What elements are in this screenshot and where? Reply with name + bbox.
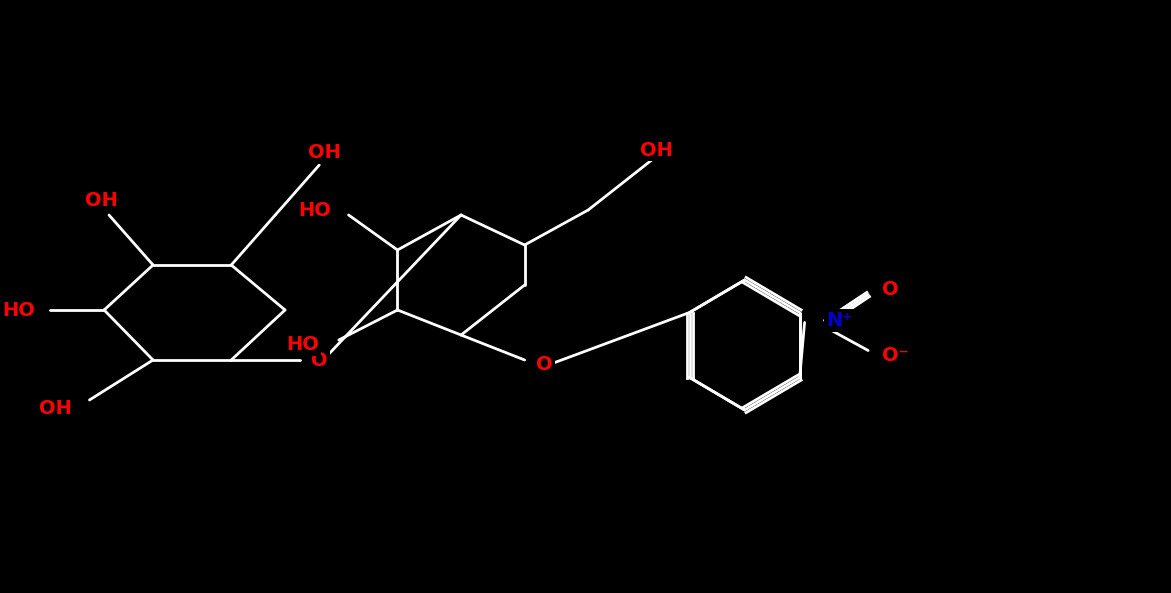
Text: O: O — [882, 280, 898, 299]
Text: HO: HO — [287, 336, 320, 355]
Text: O: O — [311, 350, 328, 369]
Text: HO: HO — [2, 301, 35, 320]
Text: O: O — [536, 355, 553, 375]
Text: HO: HO — [299, 200, 331, 219]
Text: OH: OH — [641, 141, 673, 160]
Text: OH: OH — [84, 192, 117, 211]
Text: O⁻: O⁻ — [882, 346, 909, 365]
Text: OH: OH — [39, 398, 71, 417]
Text: OH: OH — [308, 144, 341, 162]
Text: N⁺: N⁺ — [826, 311, 852, 330]
